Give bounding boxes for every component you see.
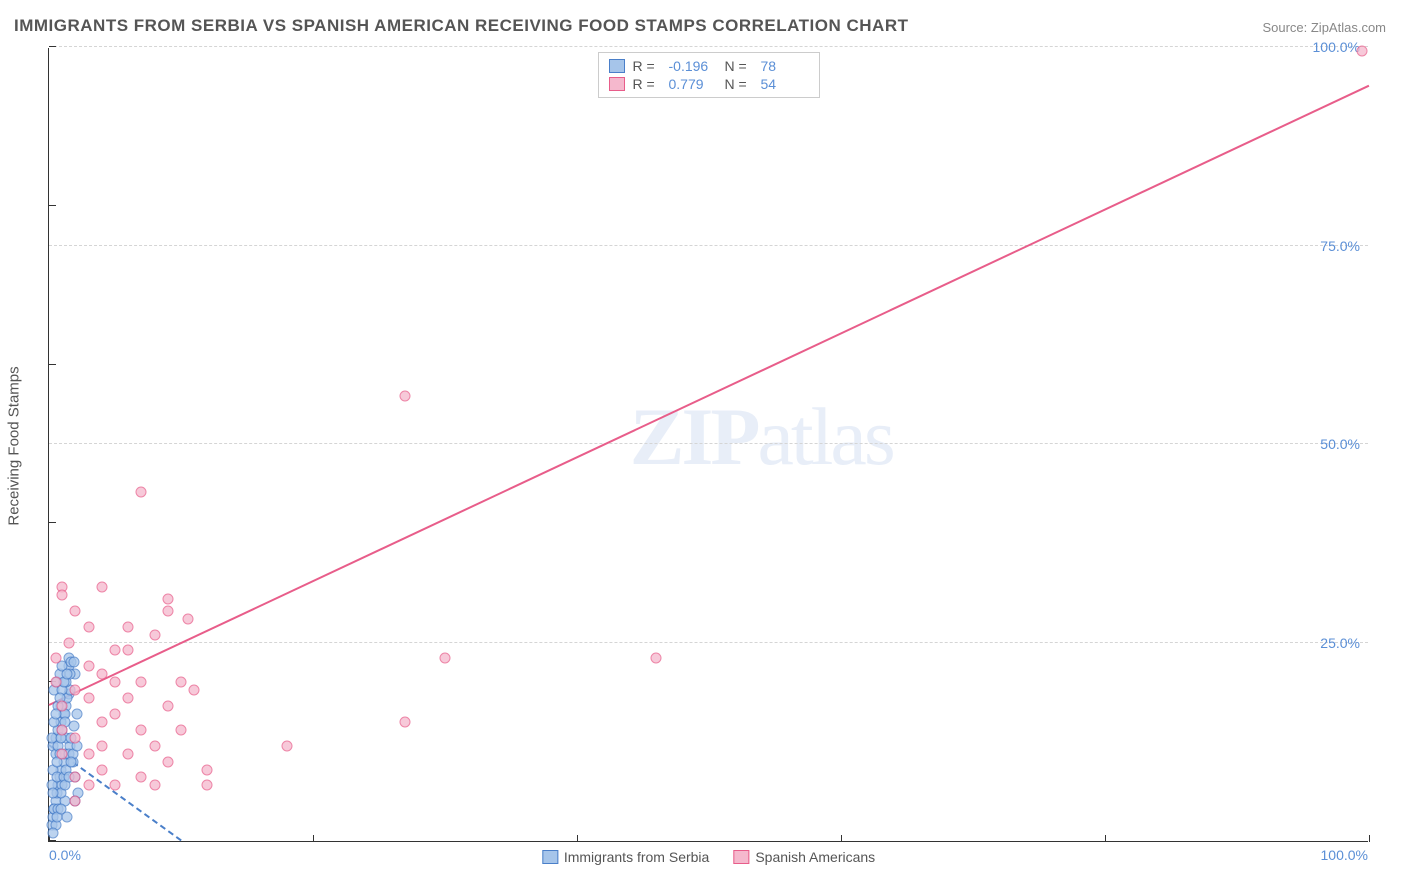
scatter-point bbox=[96, 740, 107, 751]
y-axis-tick bbox=[49, 522, 56, 523]
scatter-point bbox=[136, 724, 147, 735]
scatter-point bbox=[96, 764, 107, 775]
watermark: ZIPatlas bbox=[630, 390, 893, 484]
scatter-point bbox=[83, 621, 94, 632]
scatter-point bbox=[281, 740, 292, 751]
swatch-spanish-icon bbox=[733, 850, 749, 864]
scatter-point bbox=[202, 764, 213, 775]
scatter-point bbox=[182, 613, 193, 624]
scatter-point bbox=[176, 677, 187, 688]
y-axis-tick bbox=[49, 205, 56, 206]
legend-row-serbia: R = -0.196 N = 78 bbox=[609, 57, 809, 75]
scatter-point bbox=[70, 772, 81, 783]
scatter-point bbox=[50, 653, 61, 664]
plot-area: ZIPatlas R = -0.196 N = 78 R = 0.779 N =… bbox=[48, 48, 1368, 842]
gridline-h bbox=[49, 245, 1368, 246]
scatter-point bbox=[83, 661, 94, 672]
legend-stats: R = -0.196 N = 78 R = 0.779 N = 54 bbox=[598, 52, 820, 98]
scatter-point bbox=[123, 693, 134, 704]
scatter-point bbox=[149, 780, 160, 791]
scatter-point bbox=[189, 685, 200, 696]
scatter-point bbox=[400, 391, 411, 402]
scatter-point bbox=[71, 708, 82, 719]
scatter-point bbox=[55, 804, 66, 815]
scatter-point bbox=[57, 589, 68, 600]
scatter-point bbox=[162, 756, 173, 767]
legend-item-spanish: Spanish Americans bbox=[733, 849, 875, 865]
scatter-point bbox=[47, 828, 58, 839]
gridline-h bbox=[49, 443, 1368, 444]
scatter-point bbox=[440, 653, 451, 664]
swatch-serbia-icon bbox=[542, 850, 558, 864]
y-axis-tick bbox=[49, 840, 56, 841]
scatter-point bbox=[162, 593, 173, 604]
source-label: Source: ZipAtlas.com bbox=[1262, 20, 1386, 35]
scatter-point bbox=[149, 629, 160, 640]
scatter-point bbox=[123, 621, 134, 632]
scatter-point bbox=[202, 780, 213, 791]
scatter-point bbox=[651, 653, 662, 664]
scatter-point bbox=[83, 780, 94, 791]
scatter-point bbox=[110, 708, 121, 719]
scatter-point bbox=[162, 605, 173, 616]
legend-series: Immigrants from Serbia Spanish Americans bbox=[542, 849, 875, 865]
x-axis-tick bbox=[841, 835, 842, 842]
scatter-point bbox=[57, 724, 68, 735]
y-axis-tick-label: 100.0% bbox=[1313, 39, 1360, 55]
y-axis-tick-label: 75.0% bbox=[1320, 238, 1360, 254]
scatter-point bbox=[400, 716, 411, 727]
y-axis-tick-label: 50.0% bbox=[1320, 436, 1360, 452]
x-axis-max-label: 100.0% bbox=[1321, 847, 1368, 863]
scatter-point bbox=[70, 685, 81, 696]
swatch-serbia bbox=[609, 59, 625, 73]
y-axis-title: Receiving Food Stamps bbox=[6, 366, 23, 525]
scatter-point bbox=[96, 669, 107, 680]
scatter-point bbox=[83, 748, 94, 759]
scatter-point bbox=[57, 748, 68, 759]
scatter-point bbox=[149, 740, 160, 751]
scatter-point bbox=[110, 645, 121, 656]
scatter-point bbox=[47, 788, 58, 799]
trend-line bbox=[49, 85, 1370, 706]
scatter-point bbox=[110, 780, 121, 791]
scatter-point bbox=[136, 772, 147, 783]
scatter-point bbox=[70, 732, 81, 743]
scatter-point bbox=[57, 701, 68, 712]
scatter-point bbox=[70, 605, 81, 616]
x-axis-tick bbox=[313, 835, 314, 842]
legend-item-serbia: Immigrants from Serbia bbox=[542, 849, 709, 865]
gridline-h bbox=[49, 642, 1368, 643]
scatter-point bbox=[176, 724, 187, 735]
legend-row-spanish: R = 0.779 N = 54 bbox=[609, 75, 809, 93]
scatter-point bbox=[123, 748, 134, 759]
scatter-point bbox=[70, 796, 81, 807]
x-axis-min-label: 0.0% bbox=[49, 847, 81, 863]
scatter-point bbox=[136, 486, 147, 497]
scatter-point bbox=[66, 756, 77, 767]
scatter-point bbox=[69, 657, 80, 668]
scatter-point bbox=[63, 637, 74, 648]
x-axis-tick bbox=[1105, 835, 1106, 842]
scatter-point bbox=[1357, 45, 1368, 56]
x-axis-tick bbox=[577, 835, 578, 842]
scatter-point bbox=[50, 677, 61, 688]
scatter-point bbox=[136, 677, 147, 688]
scatter-point bbox=[110, 677, 121, 688]
y-axis-tick bbox=[49, 364, 56, 365]
scatter-point bbox=[96, 716, 107, 727]
y-axis-tick bbox=[49, 46, 56, 47]
gridline-h bbox=[49, 46, 1368, 47]
scatter-point bbox=[96, 581, 107, 592]
x-axis-tick bbox=[1369, 835, 1370, 842]
scatter-point bbox=[62, 669, 73, 680]
scatter-point bbox=[123, 645, 134, 656]
scatter-point bbox=[83, 693, 94, 704]
chart-title: IMMIGRANTS FROM SERBIA VS SPANISH AMERIC… bbox=[14, 16, 908, 36]
y-axis-tick-label: 25.0% bbox=[1320, 635, 1360, 651]
scatter-point bbox=[162, 701, 173, 712]
swatch-spanish bbox=[609, 77, 625, 91]
